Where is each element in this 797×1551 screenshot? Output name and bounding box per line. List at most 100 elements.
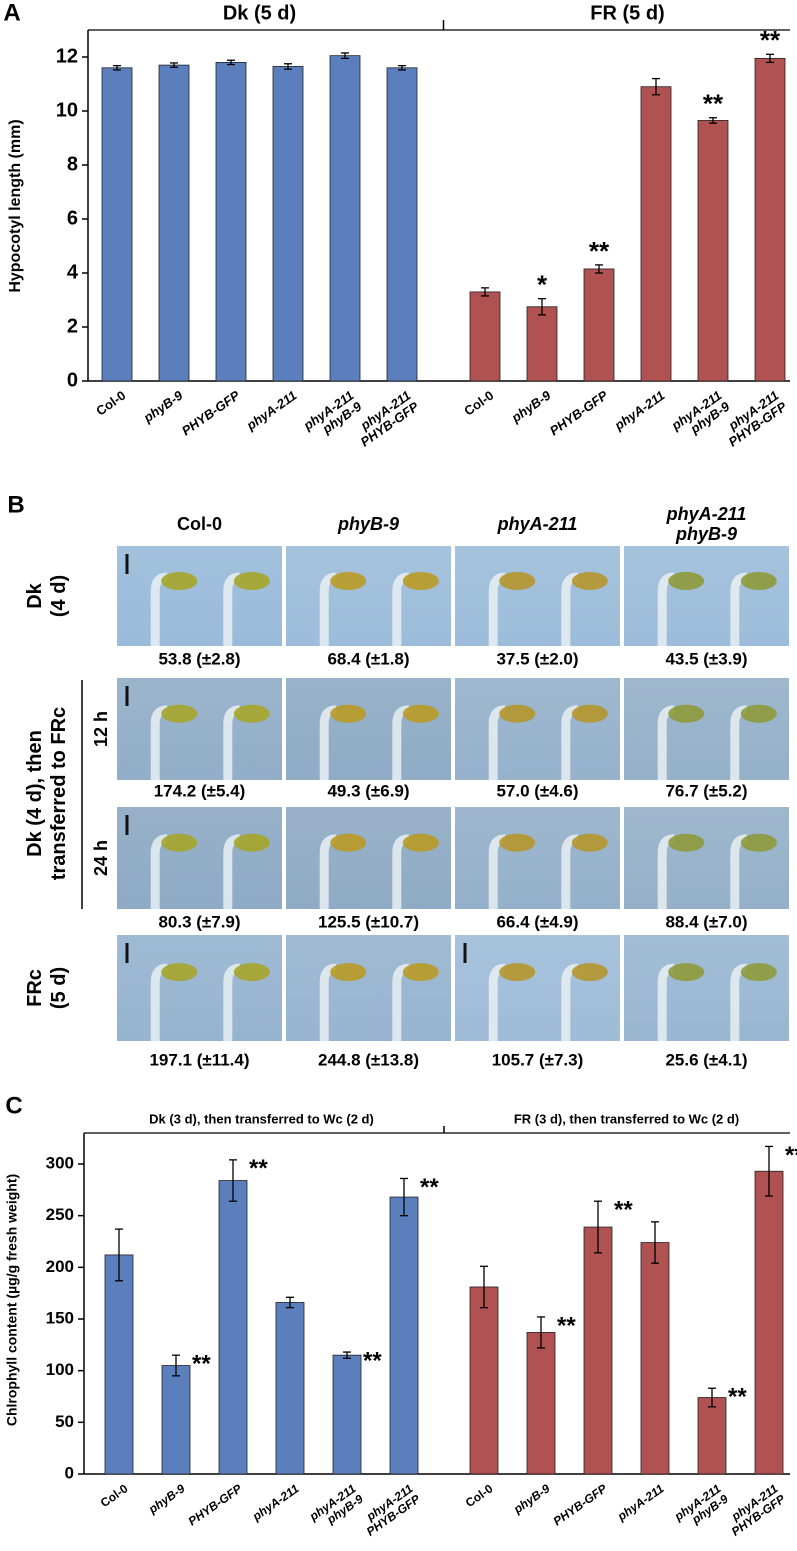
- photo-sheen: [455, 678, 620, 780]
- x-tick-label: phyB-9: [145, 1481, 187, 1517]
- x-tick-label-line: Col-0: [461, 388, 496, 419]
- x-tick-label-line: phyB-9: [140, 388, 186, 427]
- significance: **: [760, 25, 781, 55]
- bar: [215, 62, 247, 382]
- y-tick-label: 50: [55, 1412, 74, 1431]
- significance: **: [589, 236, 610, 266]
- seedling-cotyledon: [330, 704, 367, 723]
- seedling-cotyledon: [740, 704, 777, 723]
- seedling-cotyledon: [402, 833, 439, 852]
- seedling-cotyledon: [330, 833, 367, 852]
- bar: [583, 268, 615, 382]
- x-tick-label-line: phyB-9: [510, 1481, 552, 1517]
- bar: [697, 1397, 727, 1475]
- column-header: Col-0: [177, 514, 222, 534]
- x-tick-label-line: Col-0: [463, 1481, 496, 1510]
- significance: **: [192, 1351, 211, 1378]
- measurement: 25.6 (±4.1): [665, 1050, 747, 1069]
- y-tick-label: 100: [46, 1360, 74, 1379]
- y-tick-label: 12: [56, 45, 78, 67]
- x-tick-label: phyA-211PHYB-GFP: [350, 388, 422, 450]
- y-tick-label: 10: [56, 99, 78, 121]
- seedling-cotyledon: [233, 704, 270, 723]
- y-tick-label: 250: [46, 1205, 74, 1224]
- x-tick-label: phyA-211phyB-9: [306, 1481, 366, 1534]
- photo-sheen: [117, 807, 282, 909]
- column-header-line: phyB-9: [675, 524, 737, 544]
- panel-letter: C: [5, 1092, 22, 1119]
- bar: [275, 1302, 305, 1475]
- seedling-cotyledon: [571, 704, 608, 723]
- bar: [526, 306, 558, 382]
- significance: **: [703, 89, 724, 119]
- photo-sheen: [455, 935, 620, 1041]
- photo-sheen: [117, 935, 282, 1041]
- y-tick-label: 6: [67, 207, 78, 229]
- x-tick-label-line: PHYB-GFP: [186, 1481, 246, 1529]
- x-tick-label: phyA-211PHYB-GFP: [722, 1481, 789, 1539]
- significance: **: [363, 1347, 382, 1374]
- x-tick-label: phyB-9: [510, 1481, 552, 1517]
- seedling-cotyledon: [233, 572, 270, 590]
- photo-sheen: [455, 546, 620, 646]
- seedling-cotyledon: [571, 572, 608, 590]
- seedling-cotyledon: [668, 572, 705, 590]
- significance: *: [537, 270, 548, 300]
- significance: **: [785, 1142, 797, 1169]
- measurement: 105.7 (±7.3): [492, 1050, 584, 1069]
- x-tick-label: Col-0: [93, 388, 128, 419]
- measurement: 244.8 (±13.8): [318, 1050, 419, 1069]
- y-tick-label: 150: [46, 1308, 74, 1327]
- seedling-cotyledon: [668, 704, 705, 723]
- measurement: 53.8 (±2.8): [158, 649, 240, 668]
- seedling-cotyledon: [233, 963, 270, 982]
- seedling-cotyledon: [499, 963, 536, 982]
- y-tick-label: 4: [67, 261, 79, 283]
- photo-sheen: [117, 678, 282, 780]
- column-header-line: phyB-9: [337, 514, 399, 534]
- x-tick-label: phyB-9: [140, 388, 186, 427]
- seedling-cotyledon: [233, 833, 270, 852]
- x-tick-label-line: phyA-211: [614, 1481, 667, 1524]
- x-tick-label: phyA-211: [249, 1481, 302, 1524]
- group-title: Dk (3 d), then transferred to Wc (2 d): [149, 1111, 374, 1126]
- seedling-cotyledon: [402, 963, 439, 982]
- group-title: FR (5 d): [590, 2, 664, 24]
- row-group-label-line: Dk: [24, 582, 46, 608]
- measurement: 76.7 (±5.2): [665, 781, 747, 800]
- x-tick-label-line: Col-0: [98, 1481, 131, 1510]
- x-tick-label: Col-0: [461, 388, 496, 419]
- bar: [469, 291, 501, 382]
- measurement: 66.4 (±4.9): [496, 912, 578, 931]
- row-group-label-line: (5 d): [48, 967, 70, 1009]
- column-header-line: Col-0: [177, 514, 222, 534]
- photo-sheen: [624, 935, 789, 1041]
- panel-letter: B: [7, 491, 24, 518]
- x-tick-label: PHYB-GFP: [186, 1481, 246, 1529]
- bar: [389, 1196, 419, 1475]
- y-tick-label: 8: [67, 153, 78, 175]
- photo-sheen: [624, 678, 789, 780]
- seedling-cotyledon: [740, 833, 777, 852]
- row-group-label-line: Dk (4 d), then: [24, 730, 46, 857]
- x-tick-label-line: phyA-211: [611, 388, 668, 434]
- row-group-label: FRc (5 d): [24, 967, 70, 1009]
- x-tick-label-line: phyB-9: [508, 388, 554, 427]
- x-tick-label: phyA-211phyB-9: [671, 1481, 731, 1534]
- measurement: 80.3 (±7.9): [158, 912, 240, 931]
- measurement: 68.4 (±1.8): [327, 649, 409, 668]
- seedling-cotyledon: [499, 833, 536, 852]
- measurement: 49.3 (±6.9): [327, 781, 409, 800]
- bar: [583, 1226, 613, 1475]
- significance: **: [728, 1384, 747, 1411]
- bar: [640, 1242, 670, 1475]
- y-tick-label: 200: [46, 1257, 74, 1276]
- x-tick-label: phyA-211: [611, 388, 668, 434]
- y-tick-label: 300: [46, 1153, 74, 1172]
- seedling-cotyledon: [740, 572, 777, 590]
- measurement: 43.5 (±3.9): [665, 649, 747, 668]
- photo-sheen: [286, 935, 451, 1041]
- row-label: 12 h: [91, 711, 111, 747]
- x-tick-label-line: phyB-9: [145, 1481, 187, 1517]
- seedling-cotyledon: [402, 572, 439, 590]
